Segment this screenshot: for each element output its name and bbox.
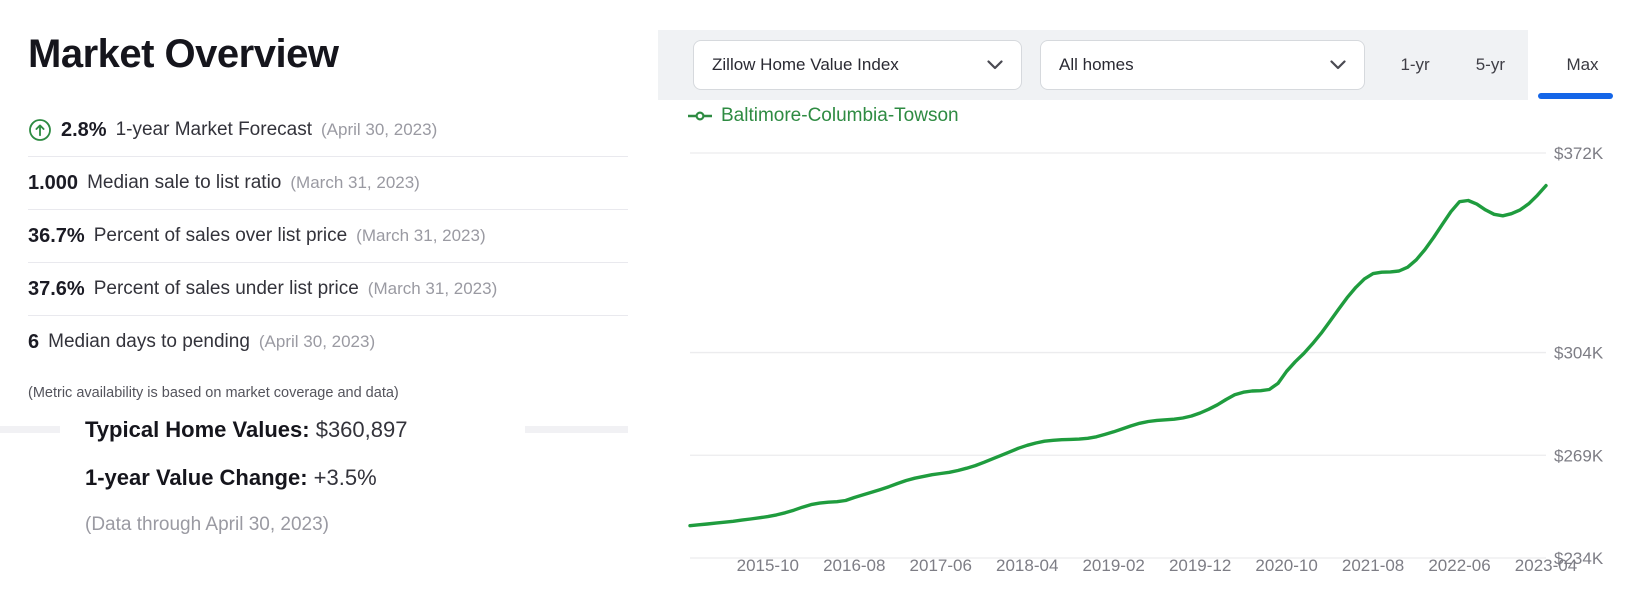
summary-card: Typical Home Values: $360,897 1-year Val…	[60, 404, 525, 542]
chevron-down-icon	[1330, 60, 1346, 70]
y-tick-label: $372K	[1554, 144, 1604, 163]
x-tick-label: 2023-04	[1515, 556, 1577, 575]
up-arrow-circle-icon	[28, 118, 52, 142]
stats-list: 2.8% 1-year Market Forecast (April 30, 202…	[28, 104, 628, 368]
zhvi-line[interactable]	[688, 183, 1548, 528]
metric-label: Percent of sales under list price	[93, 278, 359, 299]
availability-note: (Metric availability is based on market …	[28, 385, 399, 401]
value-change-line: 1-year Value Change: +3.5%	[85, 464, 525, 492]
legend-marker-icon	[688, 110, 712, 122]
x-tick-label: 2019-02	[1082, 556, 1144, 575]
metric-label: 1-year Market Forecast	[115, 119, 312, 140]
typical-home-values-line: Typical Home Values: $360,897	[85, 416, 525, 444]
metric-dropdown[interactable]: Zillow Home Value Index	[693, 40, 1022, 90]
chart-panel: Zillow Home Value Index All homes 1-yr 5-…	[658, 0, 1637, 615]
x-tick-label: 2016-08	[823, 556, 885, 575]
typical-home-values-label: Typical Home Values:	[85, 417, 310, 442]
x-tick-label: 2018-04	[996, 556, 1058, 575]
y-tick-label: $269K	[1554, 446, 1604, 465]
tab-max[interactable]: Max	[1528, 30, 1637, 100]
metric-label: Median sale to list ratio	[87, 172, 282, 193]
chart-controls-bar: Zillow Home Value Index All homes 1-yr 5-…	[658, 30, 1637, 100]
home-type-dropdown-value: All homes	[1059, 55, 1134, 74]
metric-date: (March 31, 2023)	[290, 173, 420, 192]
range-tab-group: 1-yr 5-yr Max	[1377, 30, 1637, 100]
metric-date: (March 31, 2023)	[356, 226, 486, 245]
home-type-dropdown[interactable]: All homes	[1040, 40, 1365, 90]
metric-value: 1.000	[28, 171, 79, 194]
y-tick-label: $304K	[1554, 344, 1604, 363]
x-tick-label: 2022-06	[1428, 556, 1490, 575]
typical-home-values-value: $360,897	[315, 417, 408, 442]
metric-label: Percent of sales over list price	[93, 225, 348, 246]
metric-label: Median days to pending	[48, 331, 250, 352]
legend-series-baltimore[interactable]: Baltimore-Columbia-Towson	[688, 105, 959, 127]
x-tick-label: 2017-06	[910, 556, 972, 575]
data-through-note: (Data through April 30, 2023)	[85, 514, 329, 535]
metric-date: (March 31, 2023)	[367, 279, 498, 298]
metric-date: (April 30, 2023)	[321, 120, 438, 139]
y-tick-label: $234K	[1554, 549, 1604, 568]
stat-row: 2.8% 1-year Market Forecast (April 30, 202…	[28, 104, 628, 157]
x-tick-label: 2019-12	[1169, 556, 1231, 575]
legend-label: Baltimore-Columbia-Towson	[721, 105, 959, 126]
metric-dropdown-value: Zillow Home Value Index	[712, 55, 899, 74]
page-title: Market Overview	[28, 32, 339, 76]
metric-value: 37.6%	[28, 277, 85, 300]
tab-1-yr[interactable]: 1-yr	[1400, 55, 1430, 74]
metric-date: (April 30, 2023)	[258, 332, 376, 351]
tab-5-yr[interactable]: 5-yr	[1475, 55, 1505, 74]
stat-row: 1.000 Median sale to list ratio (March 31,…	[28, 157, 628, 210]
left-panel: Market Overview 2.8% 1-year Market Foreca…	[28, 0, 628, 401]
value-change-value: +3.5%	[313, 465, 377, 490]
metric-value: 2.8%	[61, 118, 107, 141]
metric-value: 6	[28, 330, 40, 353]
zhvi-chart[interactable]: $372K $304K $269K $234K 2015-10 2016-08 2017-0…	[658, 130, 1637, 615]
stat-row: 6 Median days to pending (April 30, 2023)	[28, 316, 628, 368]
stat-row: 36.7% Percent of sales over list price (Ma…	[28, 210, 628, 263]
chevron-down-icon	[987, 60, 1003, 70]
metric-value: 36.7%	[28, 224, 85, 247]
x-tick-label: 2015-10	[737, 556, 799, 575]
x-tick-label: 2020-10	[1255, 556, 1317, 575]
x-tick-label: 2021-08	[1342, 556, 1404, 575]
value-change-label: 1-year Value Change:	[85, 465, 308, 490]
stat-row: 37.6% Percent of sales under list price (M…	[28, 263, 628, 316]
